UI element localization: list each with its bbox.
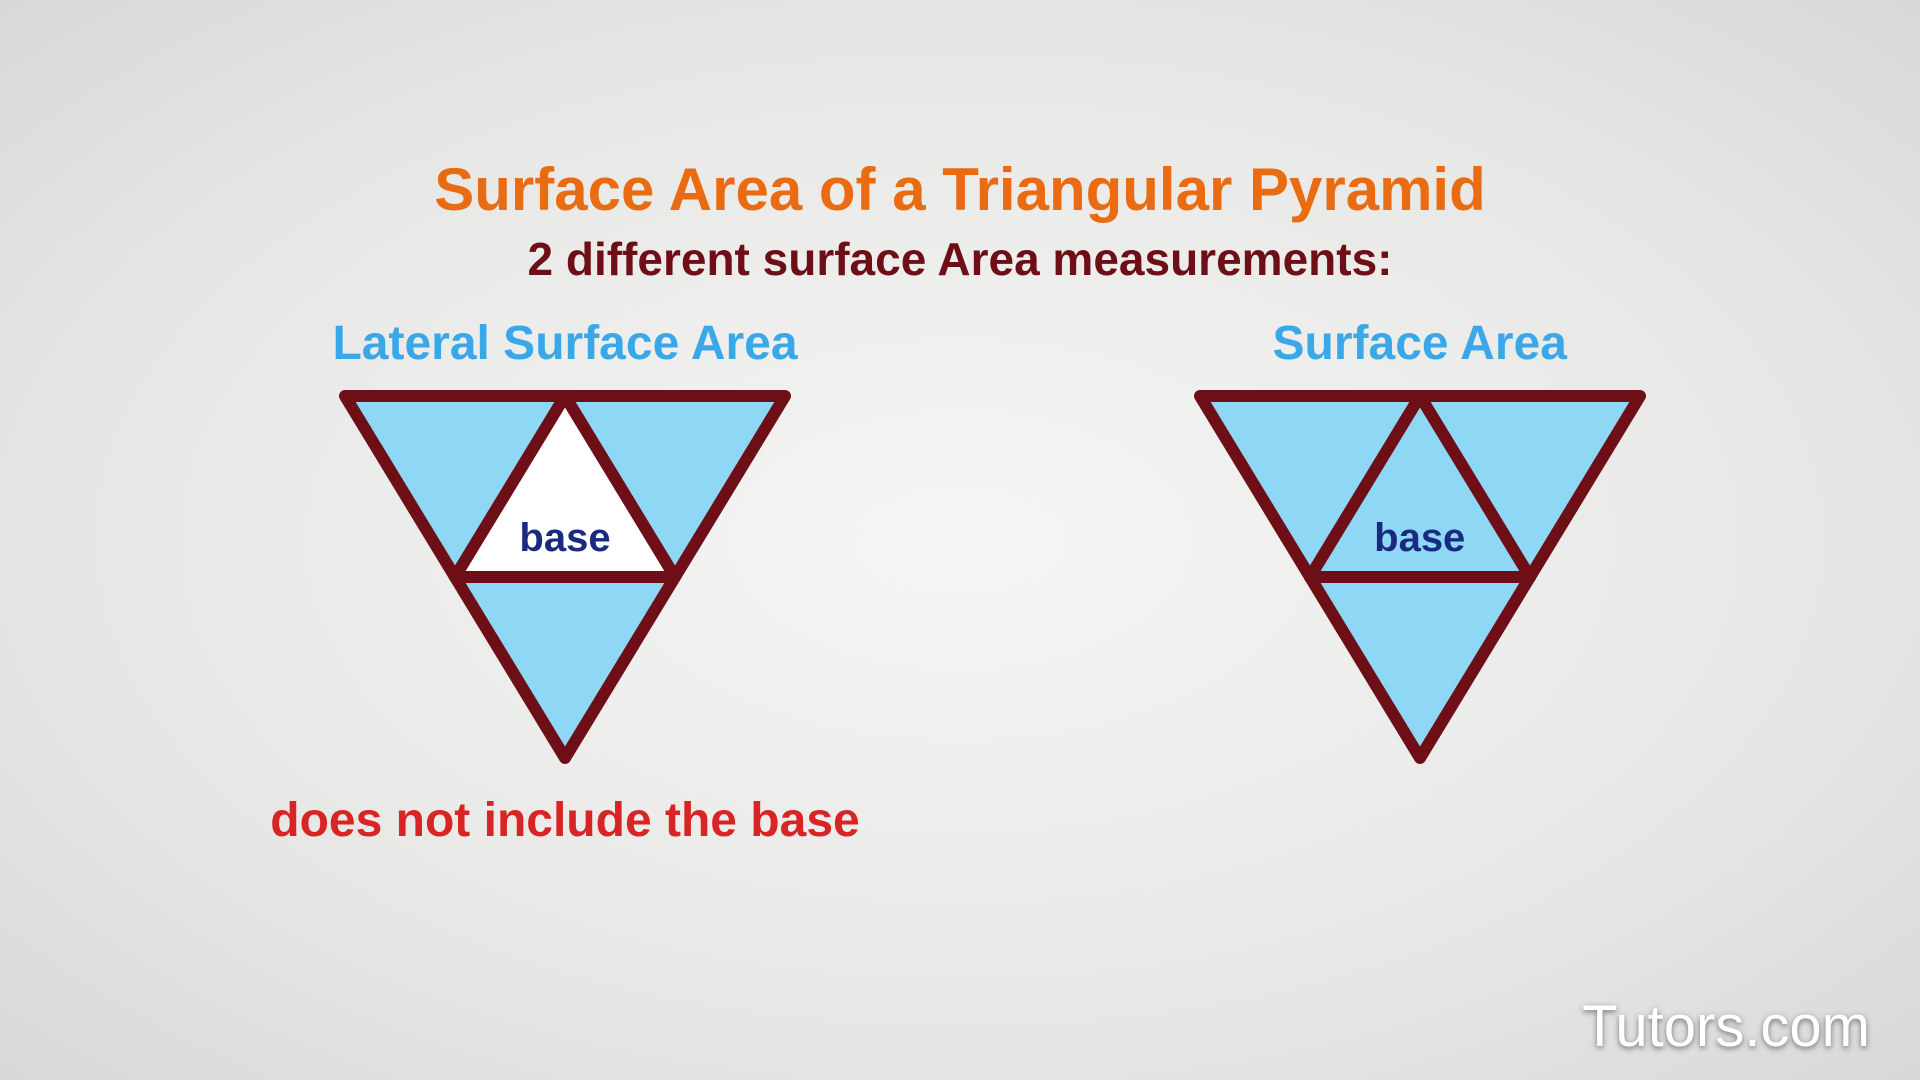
page-title: Surface Area of a Triangular Pyramid [434,155,1486,224]
left-caption: does not include the base [270,793,859,848]
left-diagram: Lateral Surface Area base [270,316,859,848]
right-base-label: base [1374,516,1465,561]
left-base-label: base [519,516,610,561]
right-diagram-label: Surface Area [1273,316,1567,371]
right-triangle-svg [1190,386,1650,768]
left-diagram-label: Lateral Surface Area [332,316,797,371]
right-triangle: base [1190,386,1650,768]
left-triangle: base [335,386,795,768]
tri-bottom [455,577,675,758]
page-subtitle: 2 different surface Area measurements: [528,232,1393,286]
left-triangle-svg [335,386,795,768]
watermark: Tutors.com [1582,993,1870,1060]
right-diagram: Surface Area base [1190,316,1650,848]
tri-bottom [1310,577,1530,758]
diagram-row: Lateral Surface Area base [270,316,1649,848]
